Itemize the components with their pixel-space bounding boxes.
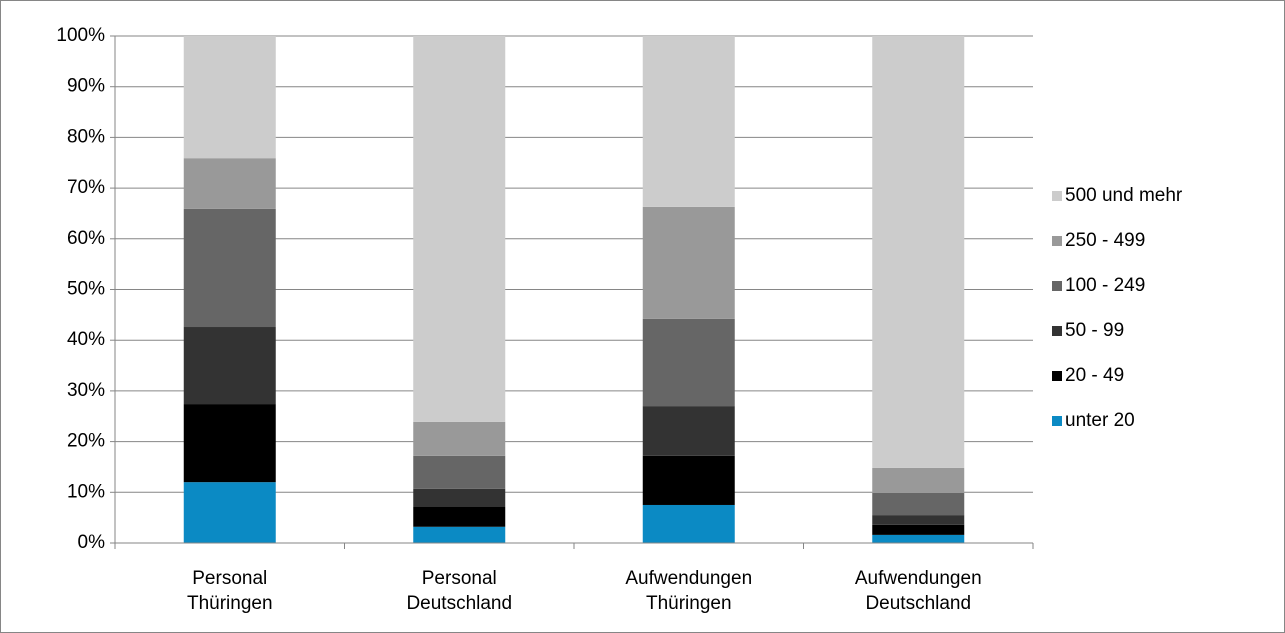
legend-label: 50 - 99 — [1065, 320, 1124, 341]
y-tick-label: 70% — [67, 177, 105, 198]
y-tick-label: 10% — [67, 481, 105, 502]
bar-segment — [183, 208, 276, 328]
y-tick-label: 20% — [67, 431, 105, 452]
bar-segment — [413, 421, 506, 456]
x-tick-label: Personal Thüringen — [187, 568, 273, 614]
legend-swatch — [1052, 416, 1062, 426]
bar-segment — [183, 36, 276, 159]
y-tick-label: 60% — [67, 228, 105, 249]
bar-segment — [642, 206, 735, 319]
bar-segment — [183, 404, 276, 483]
bar-segment — [872, 524, 965, 535]
bar-segment — [183, 327, 276, 405]
legend-label: 500 und mehr — [1065, 185, 1183, 206]
bar-segment — [413, 488, 506, 508]
x-tick-label: Aufwendungen Deutschland — [855, 568, 982, 614]
bar-segment — [413, 526, 506, 543]
y-tick-label: 90% — [67, 76, 105, 97]
bar-segment — [642, 455, 735, 505]
y-tick-label: 50% — [67, 279, 105, 300]
legend-label: 250 - 499 — [1065, 230, 1145, 251]
legend-label: unter 20 — [1065, 410, 1135, 431]
bar-segment — [872, 467, 965, 493]
bar-segment — [872, 492, 965, 516]
y-tick-label: 40% — [67, 329, 105, 350]
bar-segment — [872, 534, 965, 543]
bar-segment — [183, 158, 276, 209]
legend-swatch — [1052, 236, 1062, 246]
x-tick-label: Personal Deutschland — [406, 568, 512, 614]
legend-swatch — [1052, 191, 1062, 201]
legend-label: 100 - 249 — [1065, 275, 1145, 296]
bar-segment — [872, 515, 965, 525]
legend-swatch — [1052, 281, 1062, 291]
bar-segment — [642, 406, 735, 456]
y-tick-label: 80% — [67, 126, 105, 147]
y-tick-label: 100% — [56, 25, 105, 46]
bar-segment — [872, 36, 965, 468]
x-tick-label: Aufwendungen Thüringen — [625, 568, 752, 614]
bar-segment — [642, 318, 735, 407]
bar-segment — [413, 507, 506, 527]
bar-segment — [413, 455, 506, 489]
legend-label: 20 - 49 — [1065, 365, 1124, 386]
bar-segment — [413, 36, 506, 422]
bar-segment — [642, 504, 735, 543]
bar-segment — [183, 482, 276, 543]
y-tick-label: 0% — [78, 532, 106, 553]
bar-segment — [642, 36, 735, 207]
legend-swatch — [1052, 326, 1062, 336]
legend-swatch — [1052, 371, 1062, 381]
y-tick-label: 30% — [67, 380, 105, 401]
